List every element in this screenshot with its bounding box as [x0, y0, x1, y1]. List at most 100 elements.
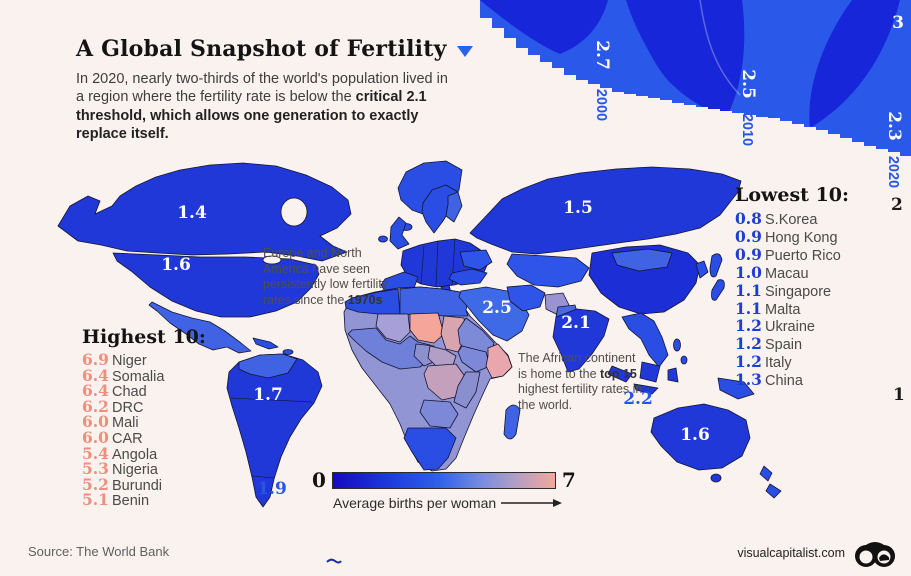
- timeline-rate-2020: 2.3: [884, 111, 904, 141]
- note-africa-bold: top 15: [600, 366, 637, 381]
- note-europe-text: Europe and North America have seen persi…: [263, 246, 389, 307]
- header: A Global Snapshot of Fertility: [76, 36, 473, 62]
- subtitle-bold: critical 2.1 threshold, which allows one…: [76, 89, 427, 143]
- map-mali: [375, 313, 411, 343]
- list-item: 0.9 Puerto Rico: [735, 244, 841, 264]
- map-oceania: [607, 361, 782, 499]
- map-madagascar: [503, 404, 521, 440]
- map-australia: [650, 403, 751, 471]
- brand-footer: visualcapitalist.com: [737, 534, 897, 572]
- fertility-timeline-chart: 2.7 2000 2.5 2010 2.3 2020 3: [480, 0, 911, 188]
- legend-min: 0: [312, 468, 326, 492]
- timeline-rate-2010: 2.5: [738, 69, 758, 99]
- map-great-lakes: [262, 255, 282, 265]
- timeline-decor-line: [699, 0, 741, 96]
- map-label-indonesia: 2.2: [623, 389, 653, 409]
- list-item: 1.1 Malta: [735, 298, 801, 318]
- note-africa-text-end: highest fertility rates in the world.: [518, 382, 643, 412]
- map-borneo: [639, 361, 661, 383]
- map-canada: [57, 162, 352, 262]
- list-item: 6.4 Somalia: [82, 365, 165, 385]
- map-asia: [448, 166, 742, 373]
- map-tasmania: [710, 473, 722, 483]
- triangle-down-icon: [456, 45, 473, 57]
- map-united-states: [112, 252, 320, 318]
- timeline-year-2010: 2010: [739, 114, 755, 146]
- map-ireland: [378, 235, 388, 243]
- map-niger: [409, 312, 445, 344]
- map-finland: [445, 191, 463, 223]
- map-new-zealand-north: [759, 465, 773, 482]
- source-credit: Source: The World Bank: [28, 544, 170, 559]
- map-angola-zambia: [419, 399, 459, 429]
- list-item: 0.8 S.Korea: [735, 209, 818, 228]
- list-item: 6.0 Mali: [82, 412, 139, 432]
- map-kenya-tanzania: [453, 371, 481, 409]
- list-item: 1.1 Singapore: [735, 280, 832, 300]
- timeline-year-2000: 2000: [593, 89, 609, 121]
- map-mexico-central-america: [148, 301, 252, 354]
- map-label-canada: 1.4: [177, 203, 207, 223]
- map-sumatra: [607, 365, 633, 383]
- list-item: 6.2 DRC: [82, 396, 144, 416]
- map-turkey: [448, 268, 488, 286]
- list-item: 6.0 CAR: [82, 427, 143, 447]
- map-cuba: [252, 337, 279, 350]
- lowest-10-list: Lowest 10: 0.8 S.Korea 0.9 Hong Kong 0.9 Pu…: [735, 184, 849, 390]
- list-item: 1.2 Italy: [735, 352, 792, 372]
- note-europe-period: .: [382, 292, 387, 307]
- list-item: 6.9 Niger: [82, 350, 147, 369]
- highest-10-header: Highest 10:: [82, 326, 206, 348]
- map-ukraine: [459, 249, 493, 271]
- map-southeast-asia: [621, 312, 669, 368]
- map-drc: [423, 363, 467, 401]
- map-hudson-bay: [280, 197, 308, 227]
- note-europe-bold: 1970s: [347, 292, 383, 307]
- timeline-decor-shape: [480, 0, 608, 54]
- timeline-year-2020: 2020: [885, 156, 901, 188]
- map-border-line: [251, 475, 275, 479]
- timeline-area-fill: [480, 0, 911, 156]
- lowest-10-header: Lowest 10:: [735, 184, 850, 206]
- map-south-america: [226, 353, 323, 508]
- legend-label: Average births per woman: [333, 495, 497, 511]
- brand-url: visualcapitalist.com: [737, 546, 845, 560]
- map-hispaniola: [282, 349, 294, 355]
- small-island-mark: [326, 558, 342, 564]
- map-border-line: [230, 397, 313, 403]
- note-africa: The African continent is home to the top…: [518, 351, 644, 413]
- color-scale-legend: 0 7 Average births per woman: [312, 468, 576, 511]
- timeline-axis-2: 2: [891, 195, 903, 215]
- list-item: 5.2 Burundi: [82, 474, 162, 494]
- list-item: 5.4 Angola: [82, 443, 158, 463]
- timeline-axis-3: 3: [892, 13, 904, 33]
- note-africa-text: The African continent is home to the: [518, 351, 636, 381]
- map-mongolia: [611, 248, 673, 272]
- map-iran: [506, 284, 546, 312]
- map-india: [552, 308, 610, 373]
- list-item: 6.4 Chad: [82, 381, 147, 401]
- map-label-middle-east: 2.5: [482, 298, 512, 318]
- map-uk: [389, 216, 410, 250]
- subtitle-normal: In 2020, nearly two-thirds of the world'…: [76, 71, 448, 106]
- visualcapitalist-logo: [855, 542, 895, 567]
- map-brazil-argentina: [226, 353, 323, 508]
- map-java: [633, 383, 659, 395]
- list-item: 5.3 Nigeria: [82, 459, 158, 479]
- legend-max: 7: [561, 468, 576, 492]
- world-fertility-map: 1.4 1.6 1.5 2.5 2.1 1.7 1.9 2.2 1.6: [57, 160, 782, 508]
- list-item: 0.9 Hong Kong: [735, 226, 838, 246]
- note-europe-north-america: Europe and North America have seen persi…: [263, 246, 401, 308]
- legend-arrow-icon: [501, 499, 563, 507]
- map-new-guinea: [717, 377, 755, 400]
- list-item: 1.2 Ukraine: [735, 316, 815, 336]
- list-item: 5.1 Benin: [82, 490, 150, 510]
- timeline-decor-shape: [626, 0, 745, 118]
- legend-gradient-bar: [331, 471, 556, 489]
- map-kazakhstan: [506, 253, 590, 288]
- list-item: 1.0 Macau: [735, 262, 809, 282]
- map-new-zealand-south: [765, 483, 782, 499]
- map-korea: [695, 260, 709, 279]
- page-title: A Global Snapshot of Fertility: [76, 36, 447, 62]
